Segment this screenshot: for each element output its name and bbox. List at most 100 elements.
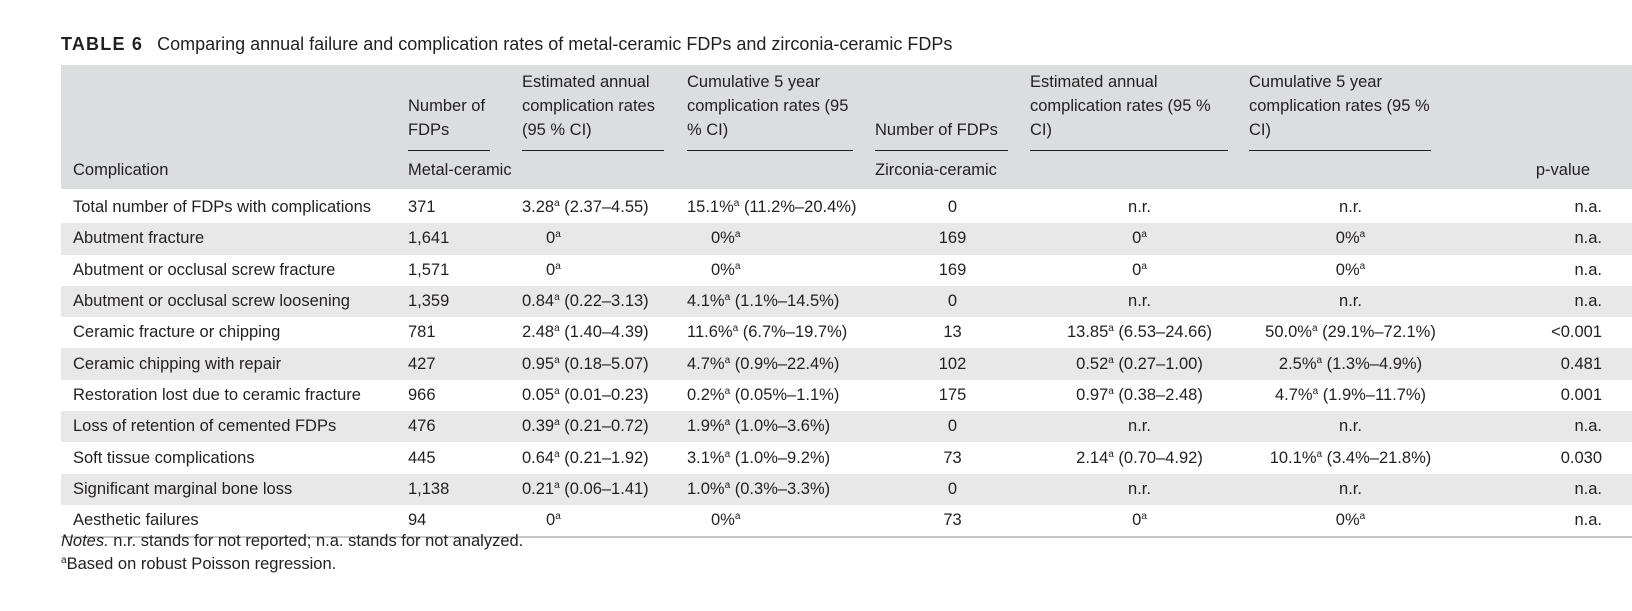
footnote-marker: a bbox=[724, 479, 731, 491]
header-zc-number: Number of FDPs bbox=[875, 118, 1008, 151]
zc-annual-cell: n.r. bbox=[1128, 198, 1151, 217]
complication-cell: Significant marginal bone loss bbox=[73, 479, 293, 498]
footnote-mark: a bbox=[61, 555, 67, 566]
complication-cell: Loss of retention of cemented FDPs bbox=[73, 417, 337, 436]
footnote-marker: a bbox=[1108, 448, 1114, 460]
footnote-marker: a bbox=[554, 417, 560, 429]
mc-cumulative-cell: 1.0%a (0.3%–3.3%) bbox=[687, 479, 831, 498]
mc-annual-cell: 0.95a (0.18–5.07) bbox=[522, 354, 649, 373]
mc-cumulative-cell: 0.2%a (0.05%–1.1%) bbox=[687, 385, 840, 404]
table-row: Ceramic chipping with repair 427 0.95a (0.… bbox=[61, 348, 1632, 380]
p-value-cell: 0.001 bbox=[1560, 385, 1602, 404]
header-complication: Complication bbox=[61, 151, 408, 192]
footnote-marker: a bbox=[1141, 260, 1147, 272]
zc-number-cell: 0 bbox=[947, 198, 958, 217]
zc-cumulative-cell: n.r. bbox=[1339, 417, 1362, 436]
table-row: Loss of retention of cemented FDPs 476 0.3… bbox=[61, 411, 1632, 443]
footnote-marker: a bbox=[555, 229, 561, 241]
mc-annual-cell: 0.84a (0.22–3.13) bbox=[522, 292, 649, 311]
footnote-marker: a bbox=[555, 511, 561, 523]
zc-annual-cell: 0a bbox=[1030, 504, 1249, 539]
footnote-marker: a bbox=[724, 448, 731, 460]
group-metal-ceramic: Metal-ceramic bbox=[408, 151, 1030, 192]
footnote-marker: a bbox=[1141, 229, 1147, 241]
complication-cell: Abutment or occlusal screw fracture bbox=[73, 260, 336, 279]
zc-annual-cell: 0a bbox=[1132, 229, 1147, 248]
mc-annual-cell: 0.64a (0.21–1.92) bbox=[522, 448, 649, 467]
mc-number-cell: 1,641 bbox=[408, 229, 450, 248]
p-value-cell: n.a. bbox=[1574, 417, 1602, 436]
zc-number-cell: 0 bbox=[947, 417, 958, 436]
footnote-marker: a bbox=[554, 385, 560, 397]
p-value-cell: 0.030 bbox=[1560, 448, 1602, 467]
footnote-marker: a bbox=[554, 354, 560, 366]
mc-cumulative-cell: 15.1%a (11.2%–20.4%) bbox=[687, 198, 857, 217]
p-value-cell: n.a. bbox=[1574, 479, 1602, 498]
zc-annual-cell: 0.97a (0.38–2.48) bbox=[1076, 385, 1203, 404]
table-row: Abutment fracture 1,641 0a 0%a 169 0a 0%a n.a. bbox=[61, 223, 1632, 255]
table-row: Aesthetic failures 94 0a 0%a 73 0a 0%a n.a. bbox=[61, 504, 1632, 539]
mc-number-cell: 445 bbox=[408, 448, 436, 467]
table-row: Ceramic fracture or chipping 781 2.48a (1.… bbox=[61, 317, 1632, 348]
table-row: Restoration lost due to ceramic fracture… bbox=[61, 380, 1632, 411]
header-zc-annual: Estimated annual complication rates (95 … bbox=[1030, 70, 1228, 151]
column-header-row: Number of FDPs Estimated annual complica… bbox=[61, 65, 1632, 151]
mc-cumulative-cell: 0%a bbox=[687, 504, 875, 539]
footnote-marker: a bbox=[554, 292, 560, 304]
zc-number-cell: 73 bbox=[875, 504, 1030, 539]
complication-cell: Aesthetic failures bbox=[61, 504, 408, 539]
zc-cumulative-cell: 4.7%a (1.9%–11.7%) bbox=[1274, 385, 1427, 404]
footnote-marker: a bbox=[554, 479, 560, 491]
footnote-marker: a bbox=[1141, 511, 1147, 523]
zc-cumulative-cell: n.r. bbox=[1339, 292, 1362, 311]
footnote-marker: a bbox=[1312, 385, 1319, 397]
zc-annual-cell: 13.85a (6.53–24.66) bbox=[1066, 323, 1212, 342]
mc-number-cell: 94 bbox=[408, 504, 522, 539]
footnote-marker: a bbox=[734, 260, 741, 272]
zc-cumulative-cell: n.r. bbox=[1339, 479, 1362, 498]
table-row: Abutment or occlusal screw fracture 1,571… bbox=[61, 255, 1632, 286]
mc-cumulative-cell: 4.7%a (0.9%–22.4%) bbox=[687, 354, 840, 373]
mc-annual-cell: 0.39a (0.21–0.72) bbox=[522, 417, 649, 436]
zc-cumulative-cell: 0%a bbox=[1335, 229, 1366, 248]
mc-number-cell: 1,359 bbox=[408, 292, 450, 311]
header-mc-cumulative: Cumulative 5 year complication rates (95… bbox=[687, 70, 853, 151]
notes-label: Notes. bbox=[61, 532, 109, 550]
table-row: Abutment or occlusal screw loosening 1,35… bbox=[61, 285, 1632, 318]
mc-cumulative-cell: 3.1%a (1.0%–9.2%) bbox=[687, 448, 831, 467]
zc-number-cell: 0 bbox=[947, 292, 958, 311]
p-value-cell: n.a. bbox=[1452, 504, 1632, 539]
footnote-marker: a bbox=[724, 385, 731, 397]
mc-annual-cell: 0.05a (0.01–0.23) bbox=[522, 385, 649, 404]
p-value-cell: n.a. bbox=[1574, 198, 1602, 217]
mc-annual-cell: 0a bbox=[522, 504, 687, 539]
zc-annual-cell: n.r. bbox=[1128, 417, 1151, 436]
footnote-marker: a bbox=[724, 292, 731, 304]
group-zirconia-ceramic: Zirconia-ceramic bbox=[875, 151, 1452, 192]
mc-number-cell: 781 bbox=[408, 323, 436, 342]
mc-annual-cell: 0a bbox=[546, 229, 561, 248]
footnote-marker: a bbox=[732, 323, 739, 335]
mc-number-cell: 1,571 bbox=[408, 260, 450, 279]
zc-annual-cell: n.r. bbox=[1128, 292, 1151, 311]
mc-annual-cell: 2.48a (1.40–4.39) bbox=[522, 323, 649, 342]
p-value-cell: n.a. bbox=[1574, 229, 1602, 248]
header-zc-cumulative: Cumulative 5 year complication rates (95… bbox=[1249, 70, 1431, 151]
footnote-marker: a bbox=[734, 229, 741, 241]
header-mc-number: Number of FDPs bbox=[408, 94, 490, 151]
zc-annual-cell: 0.52a (0.27–1.00) bbox=[1076, 354, 1203, 373]
complication-cell: Abutment fracture bbox=[73, 229, 205, 248]
zc-annual-cell: n.r. bbox=[1128, 479, 1151, 498]
mc-annual-cell: 0.21a (0.06–1.41) bbox=[522, 479, 649, 498]
footnote-marker: a bbox=[1316, 354, 1323, 366]
zc-cumulative-cell: 0%a bbox=[1335, 260, 1366, 279]
zc-cumulative-cell: n.r. bbox=[1339, 198, 1362, 217]
footnote-marker: a bbox=[1108, 385, 1114, 397]
complication-cell: Ceramic chipping with repair bbox=[73, 354, 282, 373]
comparison-table: Number of FDPs Estimated annual complica… bbox=[61, 65, 1632, 539]
footnote-marker: a bbox=[734, 511, 741, 523]
mc-cumulative-cell: 0%a bbox=[711, 229, 741, 248]
footnote-marker: a bbox=[554, 198, 560, 210]
footnote-marker: a bbox=[1108, 354, 1114, 366]
footnote-marker: a bbox=[1311, 323, 1318, 335]
